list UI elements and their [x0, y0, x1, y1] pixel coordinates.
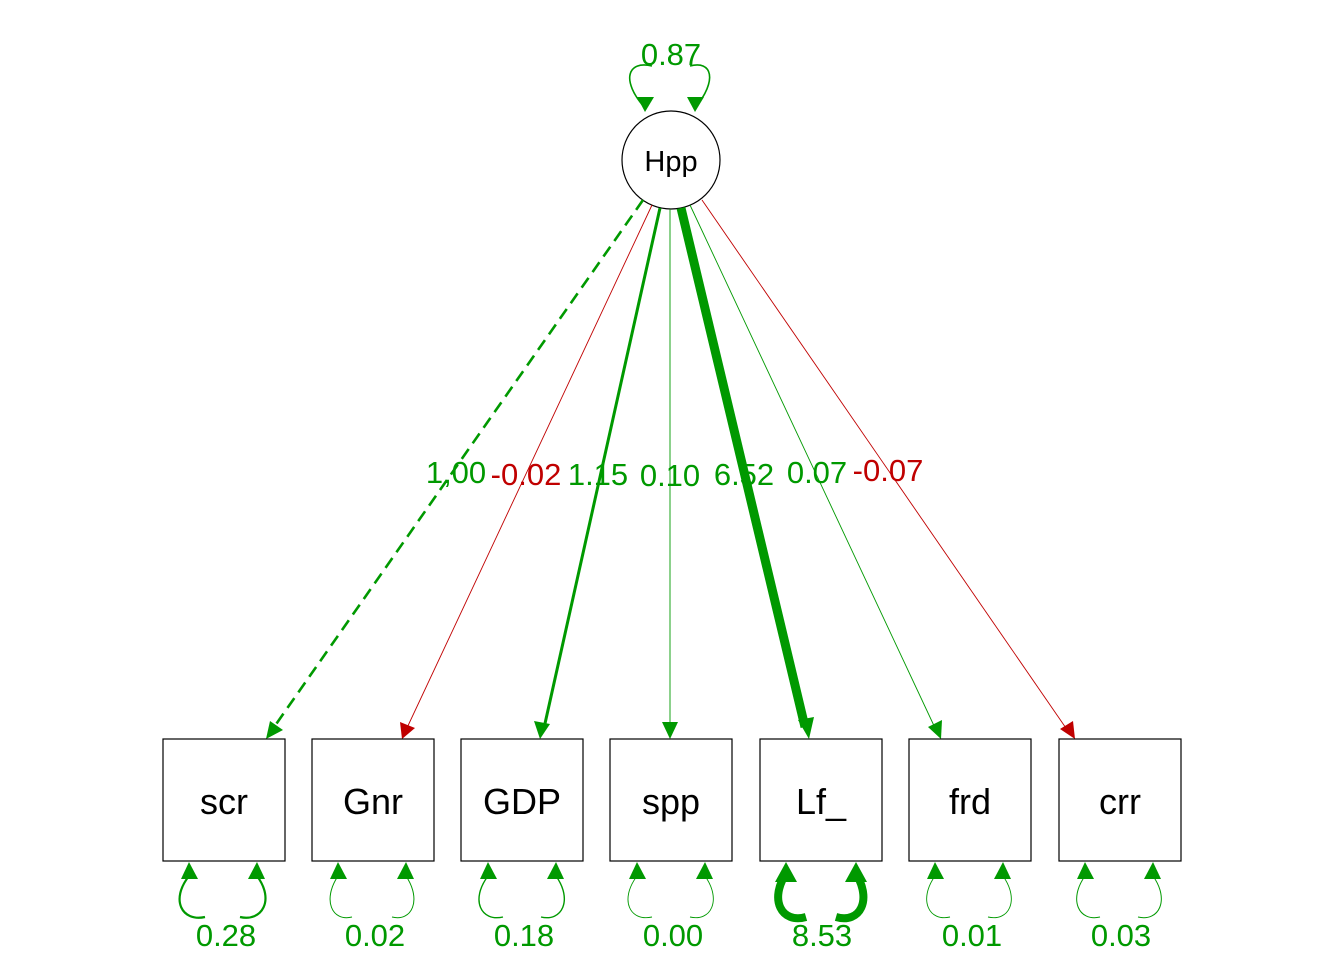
residual-loop-scr: 0.28: [178, 862, 267, 953]
residual-loop-crr: 0.03: [1076, 862, 1162, 953]
indicator-label-lf: Lf_: [796, 781, 847, 822]
latent-variance-label: 0.87: [641, 37, 701, 72]
residual-loop-frd: 0.01: [926, 862, 1012, 953]
indicator-node-scr: scr: [162, 738, 286, 862]
indicator-node-crr: crr: [1058, 738, 1182, 862]
residual-loop-gdp: 0.18: [478, 862, 566, 953]
indicator-label-spp: spp: [642, 781, 700, 822]
residual-label-gnr: 0.02: [345, 918, 405, 953]
indicator-label-frd: frd: [949, 781, 991, 822]
loading-path-frd: [689, 204, 942, 739]
loading-path-lf: [676, 206, 814, 739]
indicator-label-gdp: GDP: [483, 781, 561, 822]
residual-label-scr: 0.28: [196, 918, 256, 953]
indicator-node-frd: frd: [908, 738, 1032, 862]
indicator-label-crr: crr: [1099, 781, 1141, 822]
loading-path-scr: [266, 199, 645, 739]
residual-label-spp: 0.00: [643, 918, 703, 953]
indicator-node-spp: spp: [609, 738, 733, 862]
loading-label-gdp: 1.15: [568, 457, 628, 492]
residual-loop-lf: 8.53: [774, 862, 868, 953]
latent-variance-loop: 0.87: [628, 37, 711, 112]
residual-label-gdp: 0.18: [494, 918, 554, 953]
loading-path-spp: [662, 209, 678, 739]
indicator-label-scr: scr: [200, 781, 248, 822]
indicator-node-gdp: GDP: [460, 738, 584, 862]
loading-label-spp: 0.10: [640, 458, 700, 493]
latent-node-label: Hpp: [644, 146, 697, 178]
residual-label-lf: 8.53: [792, 918, 852, 953]
residual-loop-gnr: 0.02: [329, 862, 415, 953]
loading-label-frd: 0.07: [787, 455, 847, 490]
loading-label-gnr: -0.02: [491, 457, 562, 492]
loading-path-gnr: [400, 204, 653, 739]
indicator-label-gnr: Gnr: [343, 781, 403, 822]
residual-loop-spp: 0.00: [627, 862, 714, 953]
residual-label-frd: 0.01: [942, 918, 1002, 953]
loading-path-gdp: [534, 207, 662, 739]
loading-label-crr: -0.07: [853, 453, 924, 488]
indicator-node-lf: Lf_: [759, 738, 883, 862]
indicator-node-gnr: Gnr: [311, 738, 435, 862]
loading-path-crr: [701, 199, 1075, 739]
residual-label-crr: 0.03: [1091, 918, 1151, 953]
latent-node: Hpp: [621, 110, 721, 210]
loading-label-scr: 1,00: [426, 455, 486, 490]
loading-label-lf: 6.52: [714, 457, 774, 492]
